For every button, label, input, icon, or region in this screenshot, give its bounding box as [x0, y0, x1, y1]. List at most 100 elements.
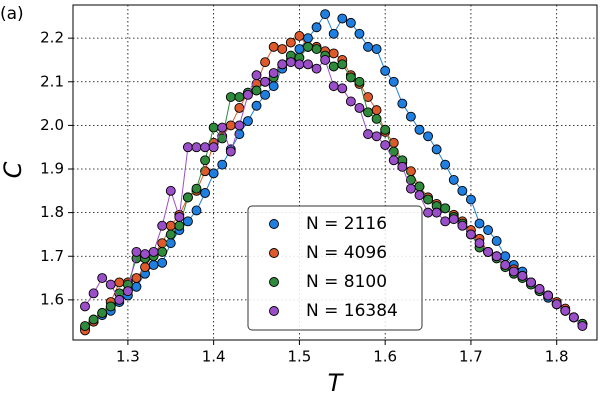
legend-label: N = 16384: [306, 301, 398, 321]
data-point: [517, 270, 528, 281]
data-point: [440, 216, 451, 227]
y-tick-label: 2.0: [40, 116, 64, 134]
data-point: [97, 308, 108, 318]
data-point: [423, 207, 434, 218]
data-point: [474, 218, 485, 229]
data-point: [345, 17, 356, 28]
data-point: [131, 246, 142, 257]
legend-marker: [269, 248, 279, 258]
data-point: [225, 92, 236, 102]
data-point: [337, 13, 348, 24]
data-point: [140, 262, 150, 273]
data-point: [534, 284, 545, 294]
data-point: [243, 89, 253, 100]
data-point: [526, 277, 536, 288]
data-point: [371, 131, 382, 142]
data-point: [294, 31, 305, 41]
data-point: [423, 131, 434, 142]
data-point: [182, 192, 193, 203]
data-point: [191, 205, 202, 216]
data-point: [80, 301, 90, 312]
data-point: [448, 214, 459, 225]
data-point: [251, 85, 262, 96]
data-point: [474, 238, 485, 249]
data-point: [260, 89, 271, 100]
x-tick-label: 1.5: [287, 348, 311, 366]
data-point: [148, 260, 159, 270]
x-tick-label: 1.7: [459, 348, 483, 366]
panel-label: (a): [0, 4, 24, 24]
data-point: [277, 44, 288, 55]
data-point: [337, 59, 348, 70]
data-point: [491, 236, 502, 246]
data-point: [105, 279, 116, 290]
data-point: [105, 301, 116, 312]
data-point: [165, 185, 176, 196]
data-point: [294, 59, 305, 70]
data-point: [328, 61, 339, 72]
data-point: [122, 286, 133, 297]
data-point: [380, 124, 391, 135]
data-point: [165, 220, 176, 231]
data-point: [388, 155, 399, 166]
x-tick-label: 1.6: [373, 348, 397, 366]
data-point: [328, 48, 339, 59]
data-point: [371, 44, 382, 55]
plot-frame: [72, 4, 598, 341]
data-point: [260, 76, 271, 87]
data-point: [320, 55, 331, 65]
data-point: [311, 22, 322, 33]
data-point: [448, 174, 459, 185]
data-point: [217, 122, 228, 133]
legend-label: N = 4096: [306, 243, 387, 263]
y-tick-label: 2.2: [40, 29, 64, 47]
data-point: [380, 140, 391, 150]
data-point: [397, 98, 408, 109]
data-point: [354, 76, 365, 87]
data-point: [405, 111, 416, 122]
legend-marker: [269, 277, 279, 287]
data-point: [174, 220, 185, 231]
data-point: [568, 312, 579, 323]
y-tick-label: 1.7: [40, 247, 64, 265]
data-point: [328, 81, 339, 92]
data-point: [483, 246, 494, 257]
data-point: [131, 273, 142, 284]
data-point: [363, 41, 373, 52]
data-point: [320, 9, 331, 20]
y-tick-label: 1.8: [40, 203, 64, 221]
data-point: [380, 65, 391, 76]
data-point: [363, 129, 373, 140]
data-point: [268, 41, 279, 52]
data-point: [285, 57, 296, 68]
data-point: [397, 161, 408, 172]
data-point: [208, 122, 219, 133]
data-point: [182, 216, 193, 227]
data-point: [148, 246, 159, 257]
data-point: [345, 96, 356, 107]
data-point: [508, 266, 519, 277]
data-point: [191, 183, 202, 194]
data-point: [200, 155, 211, 166]
data-point: [225, 146, 236, 157]
data-point: [431, 207, 442, 218]
legend-label: N = 8100: [306, 272, 387, 292]
y-tick-label: 2.1: [40, 72, 64, 90]
data-point: [328, 28, 339, 39]
data-point: [500, 251, 511, 262]
data-point: [157, 220, 168, 231]
data-point: [251, 70, 262, 81]
x-axis-label: T: [328, 369, 345, 397]
data-point: [371, 105, 382, 116]
x-tick-label: 1.8: [545, 348, 569, 366]
data-point: [97, 273, 108, 284]
data-point: [200, 188, 211, 198]
data-point: [174, 212, 185, 222]
data-point: [225, 120, 236, 131]
data-point: [311, 63, 322, 74]
data-point: [140, 249, 150, 260]
data-point: [277, 59, 288, 70]
data-point: [457, 185, 468, 196]
data-point: [345, 72, 356, 83]
